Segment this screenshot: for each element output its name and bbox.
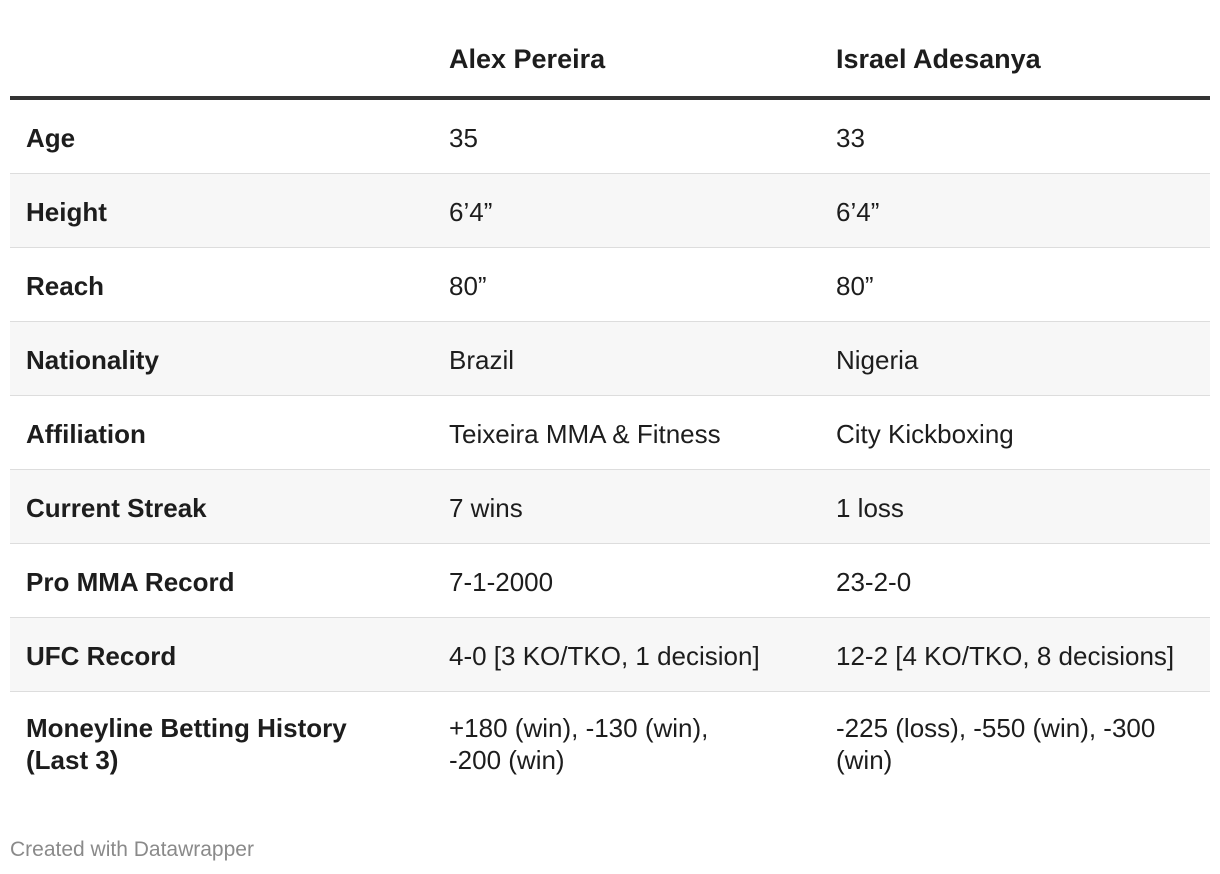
cell-adesanya: 1 loss [836,493,904,523]
table-row-pro-mma-record: Pro MMA Record 7-1-2000 23-2-0 [10,544,1210,618]
row-label: Age [26,123,76,153]
cell-pereira: 6’4” [449,197,493,227]
table-row-height: Height 6’4” 6’4” [10,174,1210,248]
row-label: Pro MMA Record [26,567,235,597]
cell-adesanya: Nigeria [836,345,919,375]
table-row-ufc-record: UFC Record 4-0 [3 KO/TKO, 1 decision] 12… [10,618,1210,692]
cell-adesanya: 6’4” [836,197,880,227]
row-label: Nationality [26,345,159,375]
cell-pereira: +180 (win), -130 (win), -200 (win) [449,713,709,775]
column-header-israel-adesanya: Israel Adesanya [836,44,1041,74]
comparison-table: Alex Pereira Israel Adesanya Age 35 33 H… [10,0,1210,798]
cell-pereira: 7 wins [449,493,523,523]
cell-adesanya: City Kickboxing [836,419,1014,449]
table-row-moneyline-betting-history: Moneyline Betting History (Last 3) +180 … [10,692,1210,798]
cell-adesanya: 12-2 [4 KO/TKO, 8 decisions] [836,641,1175,671]
row-label: Affiliation [26,419,146,449]
cell-pereira: 80” [449,271,487,301]
cell-pereira: 35 [449,123,478,153]
row-label: Current Streak [26,493,207,523]
row-label: UFC Record [26,641,177,671]
cell-pereira: 4-0 [3 KO/TKO, 1 decision] [449,641,760,671]
row-label: Reach [26,271,105,301]
row-label: Moneyline Betting History (Last 3) [26,713,347,775]
table-row-affiliation: Affiliation Teixeira MMA & Fitness City … [10,396,1210,470]
table-header-row: Alex Pereira Israel Adesanya [10,0,1210,100]
cell-adesanya: -225 (loss), -550 (win), -300 (win) [836,713,1156,775]
cell-pereira: Brazil [449,345,515,375]
table-row-reach: Reach 80” 80” [10,248,1210,322]
row-label: Height [26,197,107,227]
table-row-age: Age 35 33 [10,100,1210,174]
cell-adesanya: 80” [836,271,874,301]
cell-pereira: Teixeira MMA & Fitness [449,419,721,449]
table-row-current-streak: Current Streak 7 wins 1 loss [10,470,1210,544]
datawrapper-credit[interactable]: Created with Datawrapper [10,838,254,861]
cell-adesanya: 23-2-0 [836,567,912,597]
table-row-nationality: Nationality Brazil Nigeria [10,322,1210,396]
cell-pereira: 7-1-2000 [449,567,554,597]
column-header-alex-pereira: Alex Pereira [449,44,606,74]
cell-adesanya: 33 [836,123,865,153]
